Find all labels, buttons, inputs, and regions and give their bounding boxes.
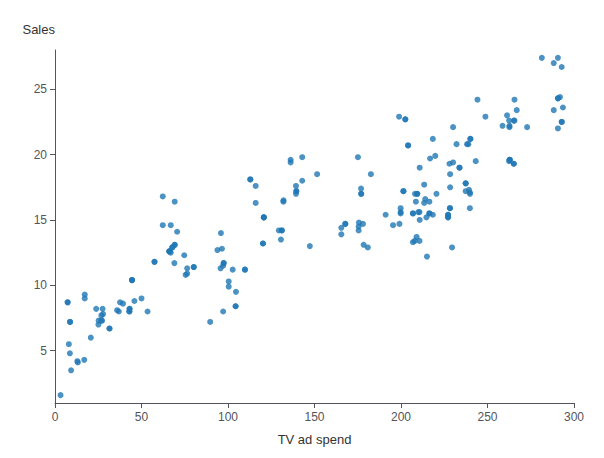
svg-text:10: 10 bbox=[34, 278, 48, 292]
svg-text:5: 5 bbox=[40, 344, 47, 358]
svg-text:100: 100 bbox=[218, 410, 238, 424]
svg-text:0: 0 bbox=[52, 410, 59, 424]
svg-text:15: 15 bbox=[34, 213, 48, 227]
svg-text:150: 150 bbox=[304, 410, 324, 424]
svg-text:Sales: Sales bbox=[22, 22, 55, 37]
svg-text:300: 300 bbox=[564, 410, 584, 424]
svg-text:25: 25 bbox=[34, 82, 48, 96]
svg-text:200: 200 bbox=[391, 410, 411, 424]
svg-text:250: 250 bbox=[477, 410, 497, 424]
svg-text:TV ad spend: TV ad spend bbox=[278, 432, 352, 447]
svg-text:50: 50 bbox=[135, 410, 149, 424]
svg-text:20: 20 bbox=[34, 148, 48, 162]
